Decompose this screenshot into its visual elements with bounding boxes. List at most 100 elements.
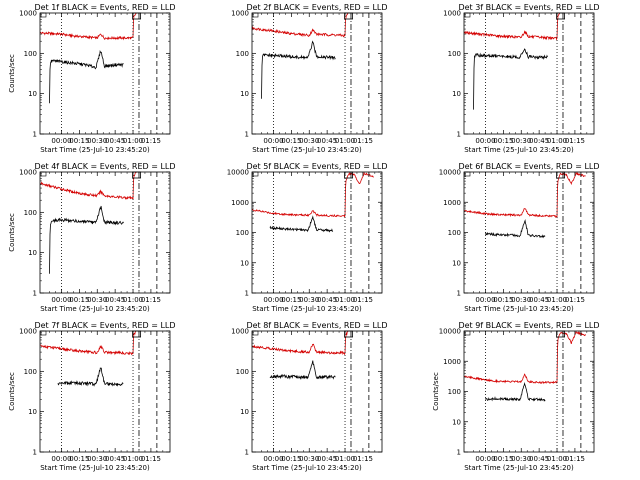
lld-series	[252, 13, 349, 38]
events-series	[485, 381, 546, 402]
panel-title: Det 2f BLACK = Events, RED = LLD	[246, 3, 387, 12]
x-tick-label: 00:15	[493, 296, 513, 304]
y-tick-label: 10	[452, 259, 461, 267]
x-tick-label: 01:00	[123, 137, 143, 145]
lld-series	[464, 331, 587, 385]
y-tick-label: 100	[236, 368, 249, 376]
x-tick-label: 01:00	[335, 296, 355, 304]
events-series	[261, 40, 336, 99]
x-tick-label: 01:00	[335, 137, 355, 145]
y-tick-label: 1000	[231, 328, 249, 336]
y-axis-label: Counts/sec	[8, 213, 16, 252]
x-tick-label: 01:15	[141, 455, 161, 463]
plot-frame	[463, 12, 595, 135]
x-tick-label: 00:15	[281, 296, 301, 304]
y-tick-label: 1	[245, 449, 249, 457]
x-tick-label: 00:45	[105, 296, 125, 304]
plot-area	[40, 172, 158, 293]
x-tick-label: 00:30	[87, 296, 107, 304]
panel-3: Det 3f BLACK = Events, RED = LLD 1 10 100 10…	[443, 3, 599, 154]
panel-1: Det 1f BLACK = Events, RED = LLD 1 10 100 10…	[8, 3, 176, 154]
x-tick-label: 01:15	[141, 296, 161, 304]
x-tick-label: 01:15	[565, 455, 585, 463]
x-axis-label: Start Time (25-Jul-10 23:45:20)	[40, 464, 150, 472]
x-tick-label: 00:00	[475, 296, 495, 304]
events-series	[473, 48, 548, 110]
x-axis-label: Start Time (25-Jul-10 23:45:20)	[252, 464, 362, 472]
y-tick-label: 10000	[439, 169, 461, 177]
x-tick-label: 00:15	[281, 137, 301, 145]
y-tick-label: 100	[448, 388, 461, 396]
y-tick-label: 10	[452, 90, 461, 98]
panel-title: Det 4f BLACK = Events, RED = LLD	[34, 162, 175, 171]
x-axis-label: Start Time (25-Jul-10 23:45:20)	[464, 305, 574, 313]
x-tick-label: 00:45	[317, 296, 337, 304]
x-tick-label: 00:30	[299, 455, 319, 463]
y-tick-label: 100	[448, 229, 461, 237]
x-tick-label: 00:45	[529, 296, 549, 304]
panel-6: Det 6f BLACK = Events, RED = LLD 1 10 100 10…	[439, 162, 600, 313]
y-tick-label: 100	[448, 50, 461, 58]
y-tick-label: 100	[24, 209, 37, 217]
y-tick-label: 100	[24, 50, 37, 58]
x-tick-label: 00:45	[317, 455, 337, 463]
plot-frame	[39, 12, 171, 135]
y-tick-label: 10	[240, 259, 249, 267]
lld-series	[40, 13, 137, 41]
x-tick-label: 00:15	[493, 137, 513, 145]
events-series	[269, 360, 336, 380]
y-tick-label: 1	[245, 131, 249, 139]
y-tick-label: 100	[236, 229, 249, 237]
x-tick-label: 00:30	[87, 137, 107, 145]
y-axis-label: Counts/sec	[8, 372, 16, 411]
y-tick-label: 1000	[231, 199, 249, 207]
events-series	[57, 367, 124, 387]
events-series	[269, 215, 334, 233]
events-series	[485, 219, 546, 239]
x-tick-label: 01:15	[353, 296, 373, 304]
panel-7: Det 7f BLACK = Events, RED = LLD 1 10 100 10…	[8, 321, 176, 472]
x-tick-label: 01:15	[353, 137, 373, 145]
panel-title: Det 6f BLACK = Events, RED = LLD	[458, 162, 599, 171]
x-axis-label: Start Time (25-Jul-10 23:45:20)	[252, 146, 362, 154]
x-tick-label: 00:15	[281, 455, 301, 463]
y-tick-label: 1000	[19, 169, 37, 177]
y-tick-label: 100	[24, 368, 37, 376]
plot-area	[40, 13, 158, 134]
x-tick-label: 01:00	[547, 137, 567, 145]
y-tick-label: 1	[33, 290, 37, 298]
x-tick-label: 01:00	[123, 455, 143, 463]
x-axis-label: Start Time (25-Jul-10 23:45:20)	[40, 305, 150, 313]
x-tick-label: 00:45	[105, 137, 125, 145]
x-tick-label: 00:00	[51, 137, 71, 145]
x-axis-label: Start Time (25-Jul-10 23:45:20)	[252, 305, 362, 313]
y-tick-label: 1	[457, 131, 461, 139]
x-tick-label: 00:45	[317, 137, 337, 145]
panel-5: Det 5f BLACK = Events, RED = LLD 1 10 100 10…	[227, 162, 388, 313]
x-tick-label: 00:00	[51, 296, 71, 304]
lld-series	[252, 172, 374, 219]
y-tick-label: 1	[457, 449, 461, 457]
panel-title: Det 8f BLACK = Events, RED = LLD	[246, 321, 387, 330]
x-tick-label: 01:15	[565, 137, 585, 145]
x-tick-label: 00:30	[511, 455, 531, 463]
y-tick-label: 1000	[19, 10, 37, 18]
plot-frame	[463, 171, 595, 294]
plot-area	[252, 13, 370, 134]
y-tick-label: 1000	[443, 10, 461, 18]
lld-series	[40, 331, 137, 356]
panel-9: Det 9f BLACK = Events, RED = LLD 1 10 100 10…	[432, 321, 600, 472]
plot-frame	[251, 12, 383, 135]
y-axis-label: Counts/sec	[432, 372, 440, 411]
plot-area	[464, 172, 586, 293]
plot-frame	[39, 171, 171, 294]
x-tick-label: 00:30	[299, 137, 319, 145]
corner-marker	[252, 171, 259, 177]
x-tick-label: 01:00	[335, 455, 355, 463]
y-tick-label: 10	[28, 90, 37, 98]
x-tick-label: 00:45	[529, 455, 549, 463]
x-tick-label: 00:15	[493, 455, 513, 463]
plot-frame	[251, 330, 383, 453]
y-tick-label: 10	[452, 418, 461, 426]
y-tick-label: 1000	[443, 358, 461, 366]
